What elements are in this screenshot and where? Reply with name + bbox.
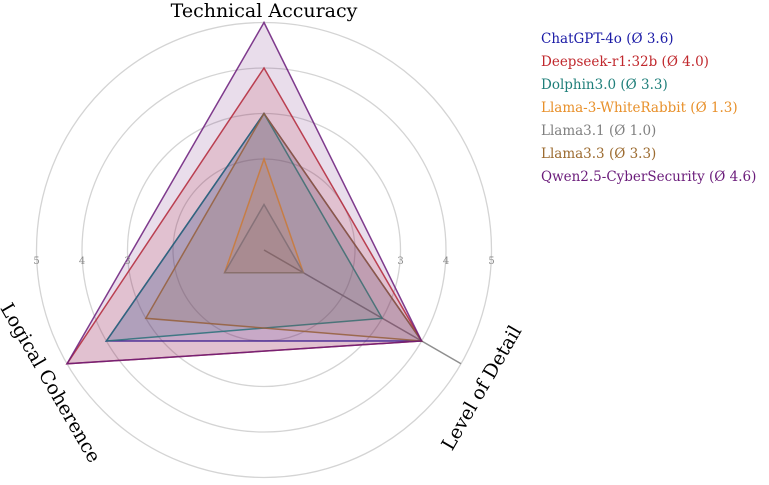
legend-item: Llama3.3 (Ø 3.3) [541, 146, 657, 162]
legend-item: Deepseek-r1:32b (Ø 4.0) [541, 54, 709, 70]
series-polygon [104, 112, 384, 342]
tick-label: 5 [33, 256, 39, 267]
radar-axis-lines [263, 249, 462, 365]
tick-label: 4 [443, 256, 449, 267]
legend-item: Qwen2.5-CyberSecurity (Ø 4.6) [541, 169, 757, 185]
axis-label-level-of-detail: Level of Detail [437, 322, 526, 454]
series-polygon [223, 202, 305, 274]
legend-item: Llama3.1 (Ø 1.0) [541, 123, 657, 139]
legend-item: Dolphin3.0 (Ø 3.3) [541, 77, 668, 93]
series-polygon [65, 20, 423, 365]
legend-item: Llama-3-WhiteRabbit (Ø 1.3) [541, 100, 738, 116]
tick-label: 5 [488, 256, 494, 267]
legend-item: ChatGPT-4o (Ø 3.6) [541, 31, 674, 47]
tick-label: 4 [79, 256, 85, 267]
tick-label: 3 [124, 256, 130, 267]
radar-series [65, 20, 424, 365]
legend: ChatGPT-4o (Ø 3.6) Deepseek-r1:32b (Ø 4.… [541, 28, 756, 189]
axis-label-technical-accuracy: Technical Accuracy [171, 0, 358, 22]
tick-label: 3 [397, 256, 403, 267]
axis-line [263, 249, 462, 365]
series-polygon [144, 112, 424, 342]
